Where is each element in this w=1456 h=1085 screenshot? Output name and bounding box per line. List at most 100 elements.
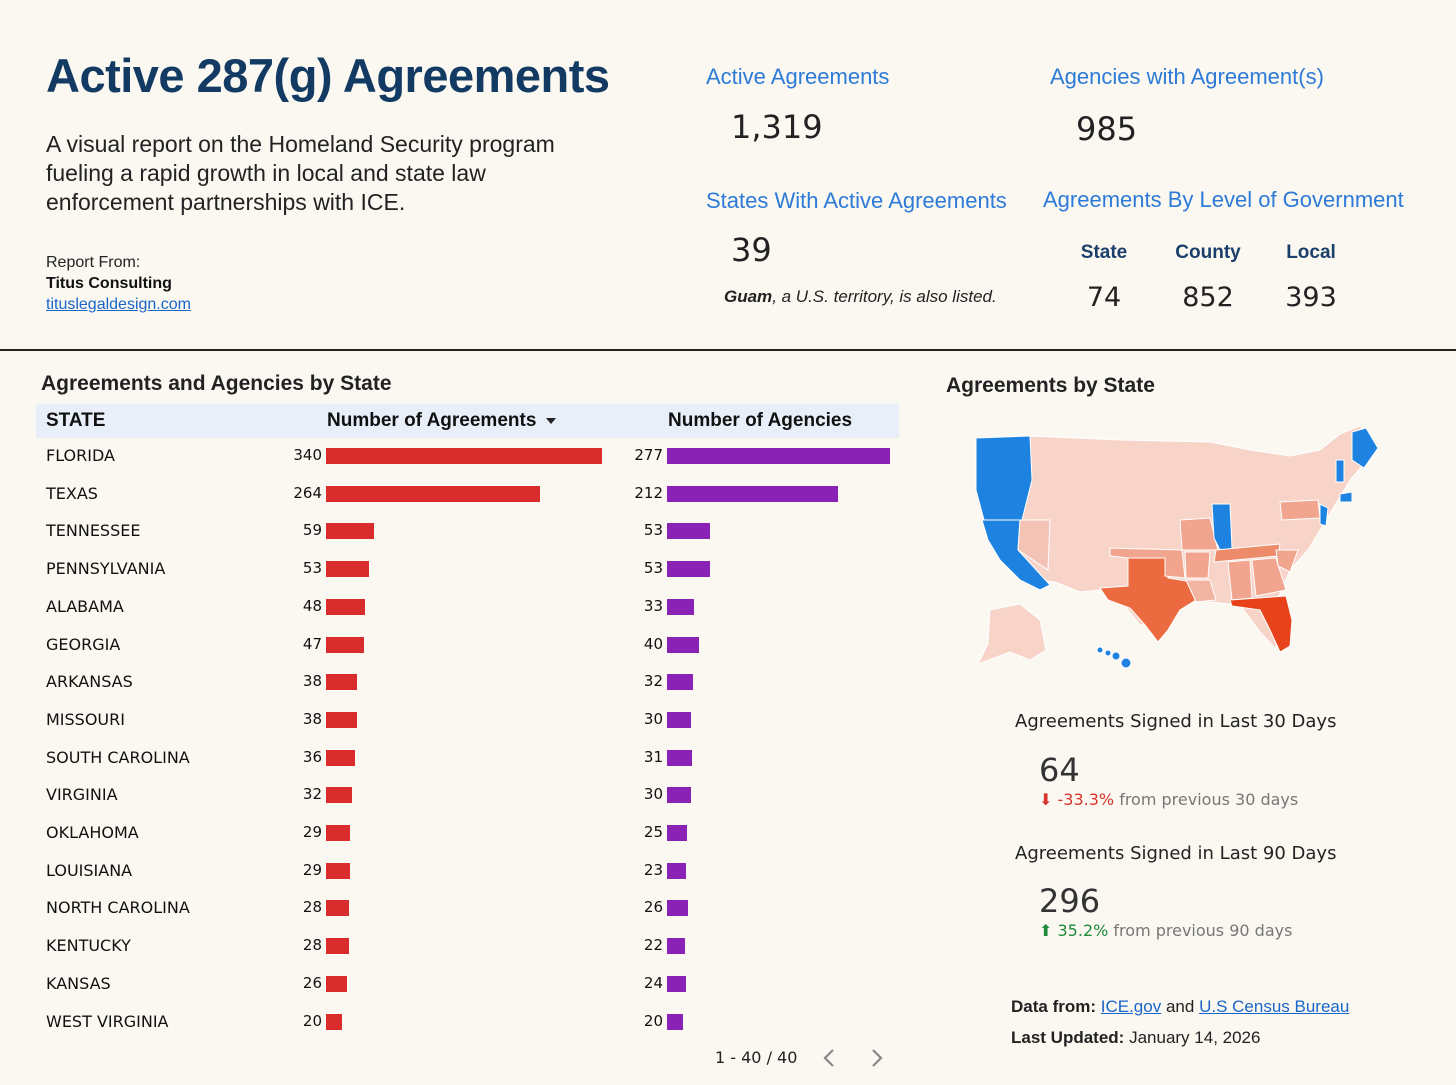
state-florida[interactable]: [1229, 595, 1293, 653]
agencies-bar[interactable]: [667, 900, 688, 917]
agencies-bar[interactable]: [667, 561, 710, 578]
last-updated: Last Updated: January 14, 2026: [1011, 1028, 1260, 1048]
next-page-button[interactable]: [865, 1044, 889, 1072]
table-row[interactable]: VIRGINIA 32 30: [36, 776, 899, 813]
agencies-bar[interactable]: [667, 523, 710, 540]
agreements-bar[interactable]: [326, 862, 350, 879]
table-row[interactable]: WEST VIRGINIA 20 20: [36, 1003, 899, 1040]
agencies-bar[interactable]: [667, 787, 692, 804]
agencies-value-label: 212: [634, 483, 663, 502]
table-row[interactable]: TENNESSEE 59 53: [36, 512, 899, 549]
level-local-value: 393: [1285, 282, 1337, 313]
ice-gov-link[interactable]: ICE.gov: [1100, 997, 1162, 1016]
agreements-bar[interactable]: [326, 674, 357, 691]
agencies-bar[interactable]: [667, 636, 700, 653]
table-row[interactable]: SOUTH CAROLINA 36 31: [36, 739, 899, 776]
table-row[interactable]: FLORIDA 340 277: [36, 437, 899, 474]
state-maine[interactable]: [1351, 427, 1379, 469]
state-name: ARKANSAS: [46, 672, 133, 692]
agreements-bar[interactable]: [326, 636, 365, 653]
table-row[interactable]: NORTH CAROLINA 28 26: [36, 889, 899, 926]
table-row[interactable]: ALABAMA 48 33: [36, 588, 899, 625]
agencies-value-label: 53: [643, 521, 663, 540]
table-row[interactable]: MISSOURI 38 30: [36, 701, 899, 738]
agreements-bar[interactable]: [326, 561, 370, 578]
agencies-bar[interactable]: [667, 975, 687, 992]
agreements-value-label: 28: [302, 898, 322, 917]
arrow-down-icon: ⬇: [1039, 790, 1058, 809]
last-30-days-label: Agreements Signed in Last 30 Days: [1015, 711, 1337, 732]
agreements-bar[interactable]: [326, 1013, 343, 1030]
state-name: TENNESSEE: [46, 521, 141, 541]
agencies-bar[interactable]: [667, 674, 693, 691]
state-oklahoma[interactable]: [1109, 547, 1186, 579]
table-row[interactable]: LOUISIANA 29 23: [36, 852, 899, 889]
agreements-value-label: 26: [302, 973, 322, 992]
agreements-bar[interactable]: [326, 749, 356, 766]
state-new-jersey[interactable]: [1319, 503, 1329, 527]
report-site-link[interactable]: tituslegaldesign.com: [46, 296, 191, 313]
state-connecticut[interactable]: [1339, 491, 1353, 503]
agencies-bar[interactable]: [667, 749, 692, 766]
agreements-bar[interactable]: [326, 598, 365, 615]
agreements-bar[interactable]: [326, 825, 350, 841]
state-name: KENTUCKY: [46, 936, 131, 956]
agreements-bar[interactable]: [326, 523, 374, 540]
state-pennsylvania[interactable]: [1279, 499, 1321, 521]
agreements-value-label: 20: [302, 1011, 322, 1030]
data-from-label: Data from:: [1011, 997, 1097, 1016]
agreements-value-label: 28: [302, 936, 322, 955]
agencies-bar[interactable]: [667, 711, 692, 728]
state-washington-oregon[interactable]: [975, 435, 1033, 521]
agencies-bar[interactable]: [667, 862, 686, 879]
state-texas[interactable]: [1099, 557, 1197, 643]
agencies-with-agreements-value: 985: [1076, 110, 1138, 148]
guam-note-bold: Guam: [724, 287, 773, 306]
state-louisiana[interactable]: [1185, 579, 1217, 603]
agreements-value-label: 29: [302, 860, 322, 879]
column-header-agencies[interactable]: Number of Agencies: [668, 410, 853, 431]
state-alabama[interactable]: [1227, 559, 1253, 601]
table-row[interactable]: ARKANSAS 38 32: [36, 663, 899, 700]
agreements-value-label: 36: [302, 747, 322, 766]
table-row[interactable]: KENTUCKY 28 22: [36, 927, 899, 964]
table-row[interactable]: TEXAS 264 212: [36, 475, 899, 512]
agencies-bar[interactable]: [667, 448, 890, 464]
column-header-state[interactable]: STATE: [46, 410, 106, 431]
agreements-bar[interactable]: [326, 787, 352, 804]
agreements-bar[interactable]: [326, 900, 349, 917]
table-row[interactable]: GEORGIA 47 40: [36, 626, 899, 663]
state-vermont[interactable]: [1335, 459, 1345, 483]
table-row[interactable]: KANSAS 26 24: [36, 965, 899, 1002]
census-bureau-link[interactable]: U.S Census Bureau: [1199, 997, 1350, 1016]
table-row[interactable]: OKLAHOMA 29 25: [36, 814, 899, 851]
last-90-days-value: 296: [1039, 882, 1101, 920]
agencies-bar[interactable]: [667, 825, 688, 841]
and-text: and: [1165, 997, 1195, 1016]
agreements-bar[interactable]: [326, 975, 348, 992]
agreements-bar[interactable]: [326, 938, 349, 955]
agencies-bar[interactable]: [667, 598, 694, 615]
table-title: Agreements and Agencies by State: [41, 372, 392, 395]
us-choropleth-map[interactable]: [960, 420, 1390, 675]
state-alaska[interactable]: [976, 603, 1047, 665]
guam-note-rest: , a U.S. territory, is also listed.: [772, 287, 997, 306]
state-hawaii[interactable]: [1096, 646, 1132, 669]
agreements-bar[interactable]: [326, 448, 602, 464]
agencies-bar[interactable]: [667, 938, 685, 955]
agencies-bar[interactable]: [667, 485, 838, 502]
level-county-header: County: [1175, 242, 1241, 263]
state-arkansas[interactable]: [1184, 551, 1211, 579]
table-row[interactable]: PENNSYLVANIA 53 53: [36, 550, 899, 587]
state-georgia[interactable]: [1251, 557, 1287, 597]
agreements-bar[interactable]: [326, 485, 541, 502]
state-nevada[interactable]: [1017, 519, 1051, 571]
previous-page-button[interactable]: [817, 1044, 841, 1072]
agreements-value-label: 264: [293, 483, 322, 502]
level-local-header: Local: [1286, 242, 1336, 263]
agreements-bar[interactable]: [326, 711, 357, 728]
agencies-bar[interactable]: [667, 1013, 684, 1030]
state-south-carolina[interactable]: [1275, 549, 1299, 573]
column-header-agreements[interactable]: Number of Agreements: [327, 404, 557, 438]
agencies-value-label: 24: [643, 973, 663, 992]
